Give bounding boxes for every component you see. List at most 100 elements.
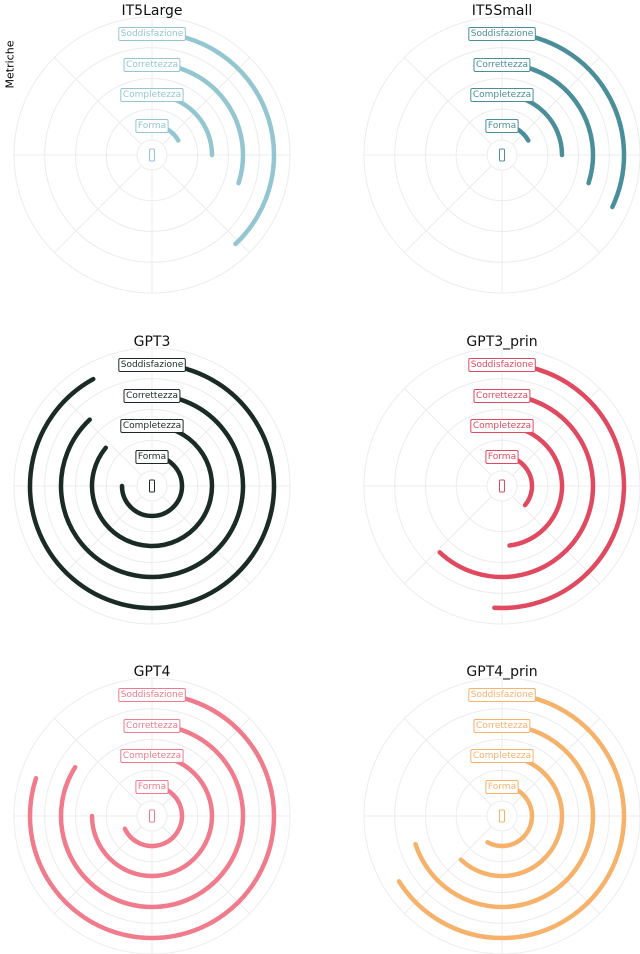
metric-label-forma: Forma: [488, 121, 516, 131]
grid-spoke: [162, 57, 250, 145]
metric-label-completezza: Completezza: [123, 421, 181, 431]
grid-spoke: [404, 496, 492, 584]
grid-spoke: [512, 57, 600, 145]
metric-label-correttezza: Correttezza: [126, 391, 178, 401]
arc-soddisfazione: [396, 691, 627, 941]
metric-label-completezza: Completezza: [473, 90, 531, 100]
metric-label-box: [120, 419, 184, 433]
grid-ring: [486, 470, 518, 502]
metric-label-box: [118, 688, 186, 702]
metric-label-forma: Forma: [488, 782, 516, 792]
center-marker: [149, 479, 155, 493]
arc-soddisfazione: [149, 30, 277, 247]
grid-ring: [486, 139, 518, 171]
arc-soddisfazione: [27, 361, 277, 611]
center-marker: [499, 479, 505, 493]
metric-label-forma: Forma: [138, 121, 166, 131]
metric-label-box: [123, 719, 181, 733]
metric-label-box: [123, 389, 181, 403]
metric-label-box: [468, 688, 536, 702]
metric-label-forma: Forma: [138, 452, 166, 462]
arc-forma: [122, 783, 185, 849]
grid-spoke: [54, 388, 142, 476]
metric-label-completezza: Completezza: [473, 421, 531, 431]
metric-label-box: [118, 358, 186, 372]
arc-correttezza: [58, 722, 246, 910]
panel-IT5Large: IT5Large Forma Completezza Correttezza Soddi…: [13, 3, 291, 294]
metric-label-completezza: Completezza: [473, 751, 531, 761]
metric-label-box: [135, 119, 169, 133]
arc-completezza: [458, 753, 565, 879]
metric-label-forma: Forma: [488, 452, 516, 462]
center-marker: [149, 809, 155, 823]
metric-label-box: [470, 749, 534, 763]
arc-soddisfazione: [27, 691, 277, 941]
metric-label-correttezza: Correttezza: [476, 391, 528, 401]
grid-spoke: [404, 826, 492, 914]
grid-ring: [486, 800, 518, 832]
grid-spoke: [162, 718, 250, 806]
metric-label-soddisfazione: Soddisfazione: [121, 690, 184, 700]
grid-spoke: [512, 496, 600, 584]
panel-title: GPT3: [134, 334, 171, 350]
metric-label-soddisfazione: Soddisfazione: [471, 29, 534, 39]
metric-label-box: [470, 419, 534, 433]
metric-label-box: [473, 58, 531, 72]
arc-completezza: [89, 753, 215, 879]
metric-label-forma: Forma: [138, 782, 166, 792]
metric-label-correttezza: Correttezza: [126, 60, 178, 70]
metric-label-box: [485, 450, 519, 464]
metric-label-box: [468, 27, 536, 41]
center-marker: [499, 809, 505, 823]
grid-spoke: [162, 496, 250, 584]
metric-label-box: [485, 780, 519, 794]
metric-label-correttezza: Correttezza: [476, 60, 528, 70]
metric-label-box: [485, 119, 519, 133]
panel-GPT3: GPT3 Forma Completezza Correttezza Soddisfaz…: [13, 334, 291, 625]
grid-spoke: [54, 57, 142, 145]
arc-correttezza: [413, 722, 596, 910]
metric-label-box: [120, 88, 184, 102]
grid-spoke: [54, 496, 142, 584]
grid-spoke: [512, 718, 600, 806]
grid-spoke: [54, 718, 142, 806]
metric-label-soddisfazione: Soddisfazione: [121, 360, 184, 370]
panel-title: GPT4_prin: [466, 664, 537, 680]
metric-label-completezza: Completezza: [123, 90, 181, 100]
arc-correttezza: [58, 392, 246, 580]
metric-label-box: [473, 389, 531, 403]
grid-spoke: [162, 388, 250, 476]
grid-spoke: [404, 57, 492, 145]
grid-spoke: [404, 718, 492, 806]
grid-spoke: [404, 388, 492, 476]
metric-label-correttezza: Correttezza: [126, 721, 178, 731]
metric-label-correttezza: Correttezza: [476, 721, 528, 731]
metric-label-box: [123, 58, 181, 72]
metric-label-soddisfazione: Soddisfazione: [471, 360, 534, 370]
grid-spoke: [404, 165, 492, 253]
center-marker: [499, 148, 505, 162]
grid-spoke: [162, 826, 250, 914]
arc-soddisfazione: [499, 30, 627, 210]
grid-spoke: [54, 826, 142, 914]
arc-completezza: [89, 423, 215, 549]
metric-label-box: [120, 749, 184, 763]
metric-label-completezza: Completezza: [123, 751, 181, 761]
panel-GPT3_prin: GPT3_prin Forma Completezza Correttezza Sodd…: [363, 334, 640, 625]
metric-label-box: [135, 780, 169, 794]
grid-spoke: [512, 165, 600, 253]
center-marker: [149, 148, 155, 162]
metric-label-soddisfazione: Soddisfazione: [471, 690, 534, 700]
panel-GPT4: GPT4 Forma Completezza Correttezza Soddisfaz…: [13, 664, 291, 954]
metric-label-box: [470, 88, 534, 102]
grid-ring: [136, 139, 168, 171]
grid-ring: [136, 470, 168, 502]
metric-label-box: [118, 27, 186, 41]
grid-spoke: [512, 826, 600, 914]
arc-forma: [119, 453, 185, 519]
metric-label-box: [135, 450, 169, 464]
metric-label-box: [473, 719, 531, 733]
grid-spoke: [512, 388, 600, 476]
panel-title: IT5Large: [122, 3, 183, 19]
grid-spoke: [162, 165, 250, 253]
